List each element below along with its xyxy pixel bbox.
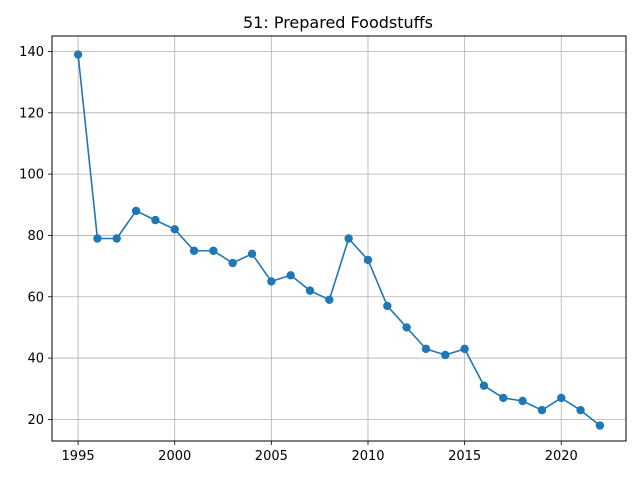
data-point	[247, 249, 257, 259]
y-tick-label: 20	[27, 413, 44, 428]
data-point	[499, 393, 508, 403]
data-point	[131, 206, 141, 216]
data-point	[228, 258, 237, 268]
data-point	[421, 344, 431, 354]
data-point	[112, 234, 121, 243]
data-point	[93, 234, 102, 243]
grid	[52, 36, 626, 441]
data-point	[518, 396, 527, 406]
x-tick-label: 2020	[545, 449, 578, 464]
data-point	[363, 255, 373, 265]
data-point	[151, 215, 160, 225]
data-point	[344, 234, 353, 243]
data-point	[170, 225, 179, 234]
x-tick-label: 2010	[351, 449, 384, 464]
y-tick-label: 60	[27, 290, 44, 305]
axis-ticks: 1995 2000 2005 2010 2015 20202040608010012014…	[19, 45, 578, 464]
data-point	[267, 277, 276, 286]
x-tick-label: 2015	[448, 449, 481, 464]
data-point	[305, 286, 315, 295]
data-point	[557, 393, 566, 403]
data-point	[479, 381, 489, 390]
data-point	[189, 246, 199, 255]
x-tick-label: 1995	[62, 449, 95, 464]
y-tick-label: 100	[19, 168, 44, 183]
data-point	[537, 405, 547, 415]
data-point	[73, 50, 83, 59]
data-point	[595, 421, 605, 430]
chart-title: 51: Prepared Foodstuffs	[243, 13, 433, 32]
y-tick-label: 140	[19, 45, 44, 60]
data-markers	[73, 50, 605, 430]
data-point	[383, 301, 392, 311]
data-point	[460, 344, 469, 354]
data-point	[286, 271, 295, 280]
data-point	[402, 323, 411, 332]
data-line	[77, 54, 601, 427]
plot-frame	[51, 35, 627, 442]
y-tick-label: 40	[27, 352, 44, 367]
series-line	[77, 54, 601, 427]
y-tick-label: 120	[19, 106, 44, 121]
x-tick-label: 2000	[158, 449, 191, 464]
x-tick-label: 2005	[255, 449, 288, 464]
data-point	[325, 295, 334, 305]
data-point	[576, 405, 585, 415]
data-point	[441, 350, 450, 360]
y-tick-label: 80	[27, 229, 44, 244]
data-point	[209, 246, 218, 255]
